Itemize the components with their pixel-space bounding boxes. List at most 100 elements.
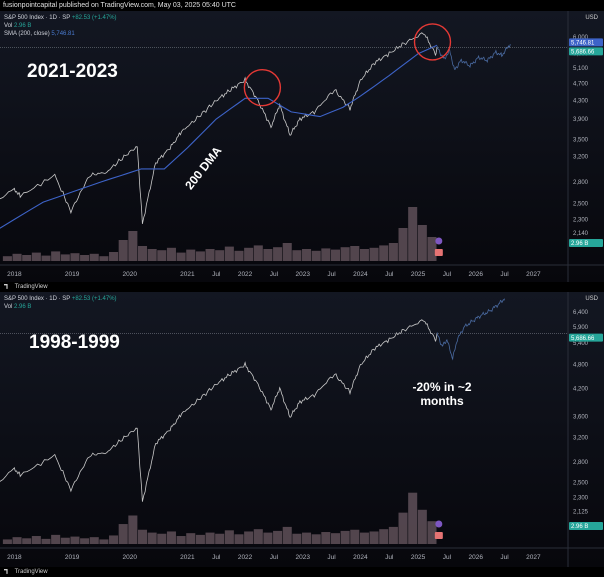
x-tick-label: 2021 xyxy=(180,554,195,561)
chart-legend-volume: Vol 2.96 B xyxy=(4,303,31,311)
volume-bar xyxy=(2,539,12,544)
x-tick-label: 2021 xyxy=(180,271,195,278)
chart-panel-bottom: 1,9652,1252,3002,5002,8003,2003,6004,200… xyxy=(0,292,604,567)
volume-bar xyxy=(330,533,341,544)
tradingview-brand: TradingView xyxy=(14,284,48,290)
volume-bar xyxy=(321,248,331,261)
chart-legend-symbol: S&P 500 Index · 1D · SP +82.53 (+1.47%) xyxy=(4,295,117,303)
volume-bar xyxy=(118,524,128,544)
volume-bar xyxy=(244,247,254,261)
volume-bar xyxy=(292,250,302,261)
volume-bar xyxy=(109,252,119,261)
volume-bar xyxy=(157,250,167,261)
sma-price-tag: 5,746.81 xyxy=(571,41,595,47)
volume-bar xyxy=(166,247,176,261)
event-marker-icon xyxy=(435,237,443,245)
y-tick-label: 3,200 xyxy=(573,155,589,161)
volume-bar xyxy=(2,256,12,261)
volume-bar xyxy=(350,529,360,544)
volume-bar xyxy=(80,538,90,544)
volume-bar xyxy=(215,533,225,544)
period-label: 1998-1999 xyxy=(29,332,120,353)
volume-bar xyxy=(340,530,350,544)
x-tick-label: 2024 xyxy=(353,271,368,278)
volume-label: Vol xyxy=(4,304,13,310)
volume-bar xyxy=(427,237,437,261)
price-change: +82.53 (+1.47%) xyxy=(71,15,117,21)
x-tick-label: 2023 xyxy=(296,554,311,561)
volume-bar xyxy=(176,536,186,544)
volume-bar xyxy=(321,532,331,544)
volume-bar xyxy=(22,538,32,544)
volume-bar xyxy=(157,533,167,544)
x-tick-label: Jul xyxy=(443,271,452,278)
currency-label: USD xyxy=(585,296,598,302)
volume-bar xyxy=(369,531,379,544)
volume-bar xyxy=(128,515,138,544)
currency-label: USD xyxy=(585,15,598,21)
volume-bar xyxy=(12,537,22,544)
sma-price-tag-bg xyxy=(569,38,603,47)
volume-bar xyxy=(186,249,196,261)
volume-label: Vol xyxy=(4,23,13,29)
volume-bar xyxy=(311,250,321,261)
x-tick-label: Jul xyxy=(270,271,279,278)
volume-bar xyxy=(263,249,273,261)
x-tick-label: 2026 xyxy=(469,271,484,278)
current-price-tag-bg xyxy=(569,47,603,56)
chart-background xyxy=(0,292,604,567)
y-tick-label: 5,900 xyxy=(573,325,589,331)
tradingview-brand: TradingView xyxy=(14,569,48,575)
price-change: +82.53 (+1.47%) xyxy=(71,296,117,302)
x-tick-label: 2024 xyxy=(353,554,368,561)
volume-bar xyxy=(379,245,389,261)
volume-bar xyxy=(359,532,369,544)
x-tick-label: Jul xyxy=(385,554,394,561)
volume-bar xyxy=(263,532,273,544)
x-tick-label: Jul xyxy=(270,554,279,561)
volume-bar xyxy=(330,249,341,261)
volume-bar xyxy=(302,249,312,261)
volume-bar xyxy=(253,529,263,544)
volume-bar xyxy=(51,534,61,544)
volume-tag: 2.96 B xyxy=(571,241,588,247)
volume-bar xyxy=(195,534,205,544)
chart-svg-bottom[interactable]: 1,9652,1252,3002,5002,8003,2003,6004,200… xyxy=(0,292,604,567)
y-tick-label: 2,800 xyxy=(573,460,589,466)
x-tick-label: 2027 xyxy=(526,554,541,561)
x-tick-label: Jul xyxy=(212,271,221,278)
x-tick-label: Jul xyxy=(443,554,452,561)
current-price-tag-bg xyxy=(569,333,603,342)
volume-bar xyxy=(99,256,109,261)
chart-legend-sma: SMA (200, close) 5,746.81 xyxy=(4,30,75,38)
volume-bar xyxy=(205,532,215,544)
x-tick-label: 2020 xyxy=(123,554,138,561)
y-tick-label: 2,140 xyxy=(573,231,589,237)
volume-bar xyxy=(137,246,148,261)
chart-svg-top[interactable]: 2,140 2,300 2,500 2,800 3,200 3,500 3,900 4,300… xyxy=(0,11,604,282)
x-tick-label: Jul xyxy=(500,271,509,278)
x-tick-label: 2018 xyxy=(7,554,22,561)
y-tick-label: 3,900 xyxy=(573,117,589,123)
x-tick-label: 2026 xyxy=(469,554,484,561)
sma-value: 5,746.81 xyxy=(51,31,75,37)
y-tick-label: 3,500 xyxy=(573,138,589,144)
y-tick-label: 5,400 xyxy=(573,341,589,347)
x-tick-label: 2025 xyxy=(411,271,426,278)
y-tick-label: 6,000 xyxy=(573,35,589,41)
highlight-circle xyxy=(243,68,282,107)
x-tick-label: 2019 xyxy=(65,271,80,278)
volume-bar xyxy=(234,250,244,261)
volume-bar xyxy=(70,253,80,261)
volume-tag-bg xyxy=(569,522,603,530)
y-tick-label: 2,300 xyxy=(573,495,589,501)
volume-bar xyxy=(224,530,234,544)
projection-line xyxy=(436,298,505,361)
volume-bar xyxy=(41,538,51,544)
volume-bar xyxy=(417,509,427,544)
y-tick-label: 3,600 xyxy=(573,414,589,420)
sma-label: SMA (200, close) xyxy=(4,31,50,37)
volume-bar xyxy=(282,526,292,544)
volume-bar xyxy=(224,246,234,261)
volume-value: 2.96 B xyxy=(14,23,32,29)
